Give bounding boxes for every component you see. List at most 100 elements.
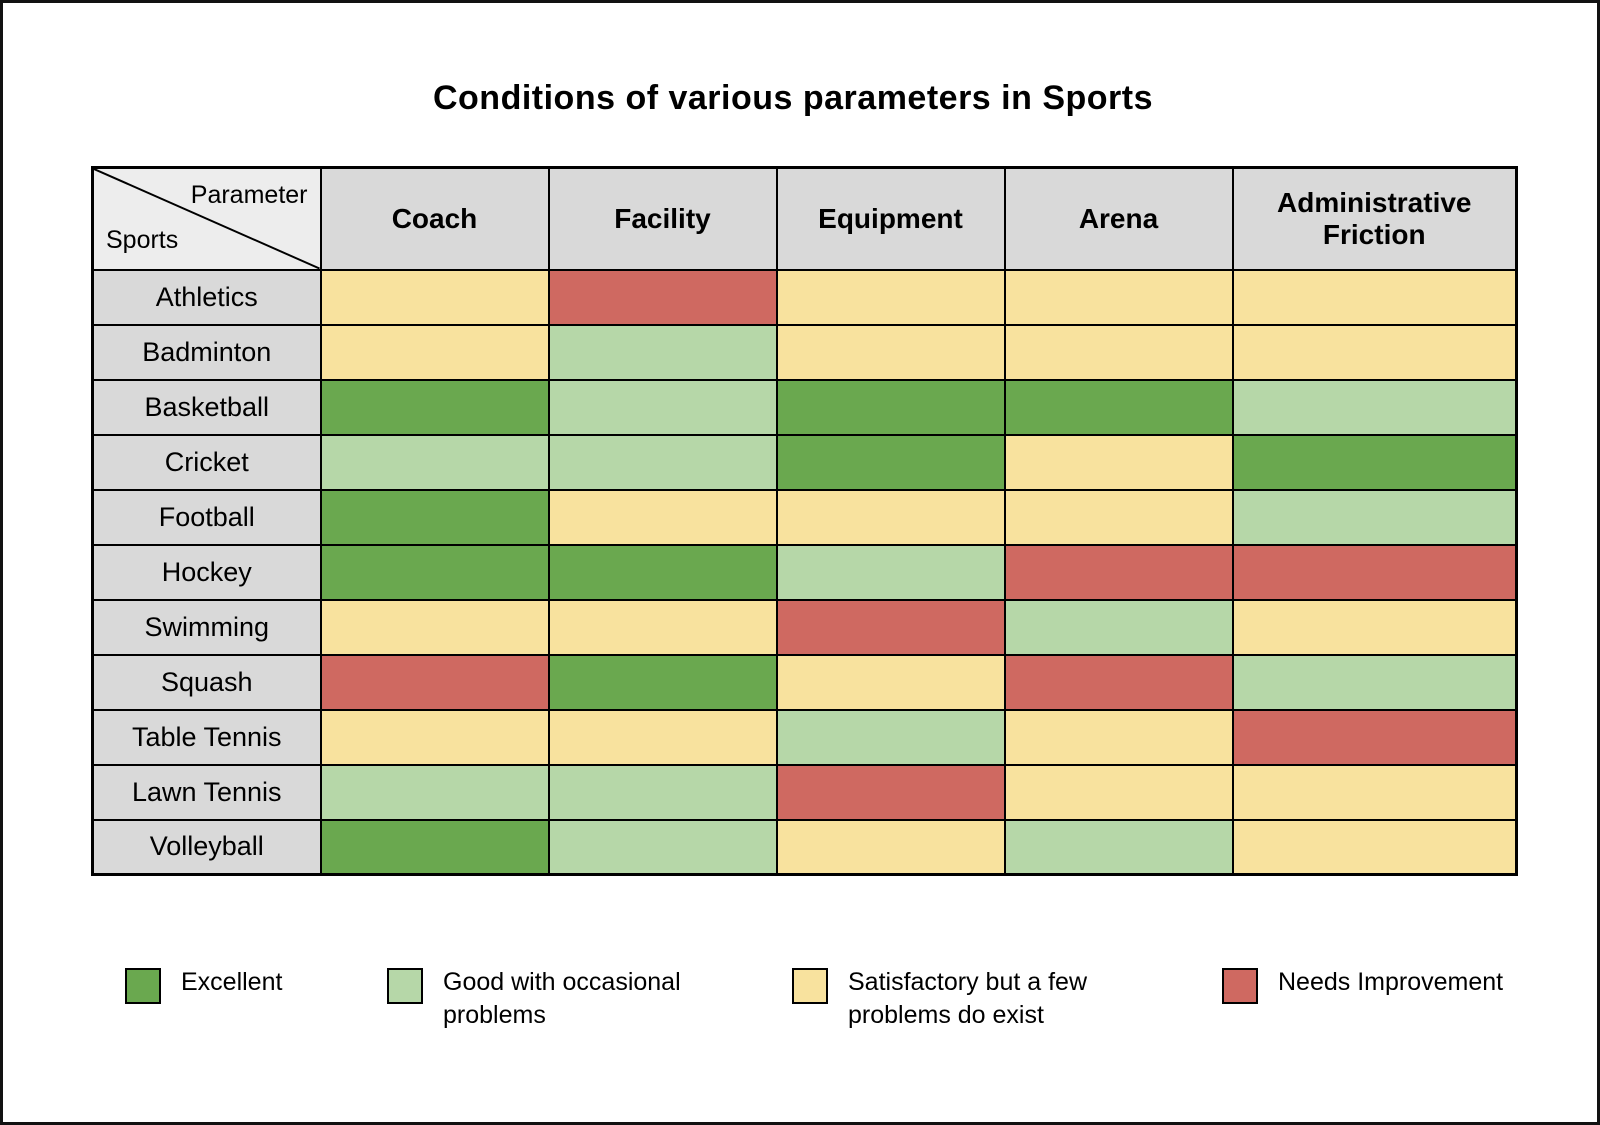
condition-cell bbox=[547, 543, 778, 601]
header-row: Parameter Sports Coach Facility Equipment A… bbox=[91, 166, 1518, 271]
table-row: Cricket bbox=[91, 433, 1518, 491]
condition-cell bbox=[547, 708, 778, 766]
condition-cell bbox=[1003, 433, 1234, 491]
condition-cell bbox=[1003, 818, 1234, 876]
table-row: Basketball bbox=[91, 378, 1518, 436]
condition-cell bbox=[1231, 653, 1518, 711]
condition-cell bbox=[1231, 323, 1518, 381]
legend-label: Needs Improvement bbox=[1278, 968, 1504, 996]
corner-label-parameter: Parameter bbox=[190, 181, 308, 209]
condition-cell bbox=[775, 323, 1006, 381]
sport-row-label: Table Tennis bbox=[91, 708, 322, 766]
condition-cell bbox=[1231, 818, 1518, 876]
condition-cell bbox=[319, 653, 550, 711]
condition-cell bbox=[1003, 653, 1234, 711]
legend: Excellent Good with occasional problems Sa… bbox=[125, 966, 1545, 1032]
sport-row-label: Badminton bbox=[91, 323, 322, 381]
condition-cell bbox=[1003, 708, 1234, 766]
sport-row-label: Basketball bbox=[91, 378, 322, 436]
condition-cell bbox=[775, 818, 1006, 876]
condition-cell bbox=[547, 818, 778, 876]
condition-cell bbox=[1003, 763, 1234, 821]
chart-title: Conditions of various parameters in Spor… bbox=[432, 79, 1153, 117]
condition-cell bbox=[319, 708, 550, 766]
condition-cell bbox=[319, 268, 550, 326]
condition-cell bbox=[547, 488, 778, 546]
condition-cell bbox=[1231, 543, 1518, 601]
table-row: Hockey bbox=[91, 543, 1518, 601]
table-row: Football bbox=[91, 488, 1518, 546]
column-header: Administrative Friction bbox=[1231, 166, 1518, 271]
sport-row-label: Lawn Tennis bbox=[91, 763, 322, 821]
legend-item: Good with occasional problems bbox=[387, 966, 792, 1032]
sport-row-label: Cricket bbox=[91, 433, 322, 491]
diagonal-divider bbox=[94, 169, 319, 268]
condition-cell bbox=[1003, 598, 1234, 656]
condition-cell bbox=[319, 543, 550, 601]
table-row: Swimming bbox=[91, 598, 1518, 656]
table-row: Badminton bbox=[91, 323, 1518, 381]
condition-cell bbox=[775, 268, 1006, 326]
table-body: Athletics Badminton Basketball Cricket Footb… bbox=[91, 268, 1518, 876]
table-row: Volleyball bbox=[91, 818, 1518, 876]
condition-cell bbox=[1231, 598, 1518, 656]
table-row: Athletics bbox=[91, 268, 1518, 326]
legend-item: Needs Improvement bbox=[1222, 966, 1522, 1004]
legend-label: Satisfactory but a few problems do exist bbox=[848, 968, 1088, 1029]
corner-label-sports: Sports bbox=[106, 225, 179, 254]
sport-row-label: Football bbox=[91, 488, 322, 546]
sport-row-label: Athletics bbox=[91, 268, 322, 326]
condition-cell bbox=[319, 818, 550, 876]
column-header: Coach bbox=[319, 166, 550, 271]
condition-cell bbox=[775, 763, 1006, 821]
condition-cell bbox=[547, 323, 778, 381]
condition-cell bbox=[1003, 268, 1234, 326]
condition-cell bbox=[1231, 488, 1518, 546]
legend-swatch bbox=[125, 968, 161, 1004]
condition-cell bbox=[1231, 268, 1518, 326]
sport-row-label: Squash bbox=[91, 653, 322, 711]
legend-swatch bbox=[387, 968, 423, 1004]
column-header: Equipment bbox=[775, 166, 1006, 271]
condition-cell bbox=[1231, 378, 1518, 436]
condition-cell bbox=[547, 598, 778, 656]
table-row: Lawn Tennis bbox=[91, 763, 1518, 821]
condition-cell bbox=[319, 323, 550, 381]
condition-cell bbox=[319, 378, 550, 436]
condition-cell bbox=[775, 378, 1006, 436]
sport-row-label: Volleyball bbox=[91, 818, 322, 876]
legend-swatch bbox=[792, 968, 828, 1004]
condition-cell bbox=[1003, 323, 1234, 381]
sport-row-label: Swimming bbox=[91, 598, 322, 656]
table-row: Table Tennis bbox=[91, 708, 1518, 766]
condition-cell bbox=[775, 433, 1006, 491]
condition-cell bbox=[1003, 543, 1234, 601]
condition-cell bbox=[1003, 488, 1234, 546]
condition-cell bbox=[775, 708, 1006, 766]
legend-item: Satisfactory but a few problems do exist bbox=[792, 966, 1222, 1032]
sport-row-label: Hockey bbox=[91, 543, 322, 601]
corner-cell: Parameter Sports bbox=[91, 166, 322, 271]
condition-cell bbox=[775, 488, 1006, 546]
condition-cell bbox=[1231, 763, 1518, 821]
table-row: Squash bbox=[91, 653, 1518, 711]
legend-swatch bbox=[1222, 968, 1258, 1004]
condition-cell bbox=[547, 763, 778, 821]
condition-cell bbox=[775, 543, 1006, 601]
condition-cell bbox=[319, 488, 550, 546]
condition-cell bbox=[1231, 433, 1518, 491]
legend-label: Good with occasional problems bbox=[443, 968, 681, 1029]
legend-item: Excellent bbox=[125, 966, 387, 1004]
condition-cell bbox=[775, 653, 1006, 711]
condition-cell bbox=[1231, 708, 1518, 766]
column-header: Facility bbox=[547, 166, 778, 271]
condition-cell bbox=[319, 433, 550, 491]
condition-cell bbox=[319, 763, 550, 821]
column-header: Arena bbox=[1003, 166, 1234, 271]
condition-cell bbox=[547, 433, 778, 491]
condition-cell bbox=[319, 598, 550, 656]
condition-cell bbox=[547, 653, 778, 711]
condition-cell bbox=[1003, 378, 1234, 436]
conditions-table: Parameter Sports Coach Facility Equipment A… bbox=[91, 166, 1518, 876]
